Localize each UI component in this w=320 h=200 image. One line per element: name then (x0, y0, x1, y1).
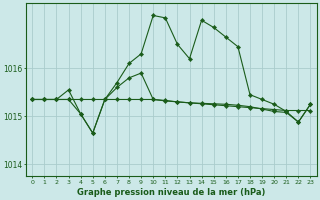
X-axis label: Graphe pression niveau de la mer (hPa): Graphe pression niveau de la mer (hPa) (77, 188, 266, 197)
